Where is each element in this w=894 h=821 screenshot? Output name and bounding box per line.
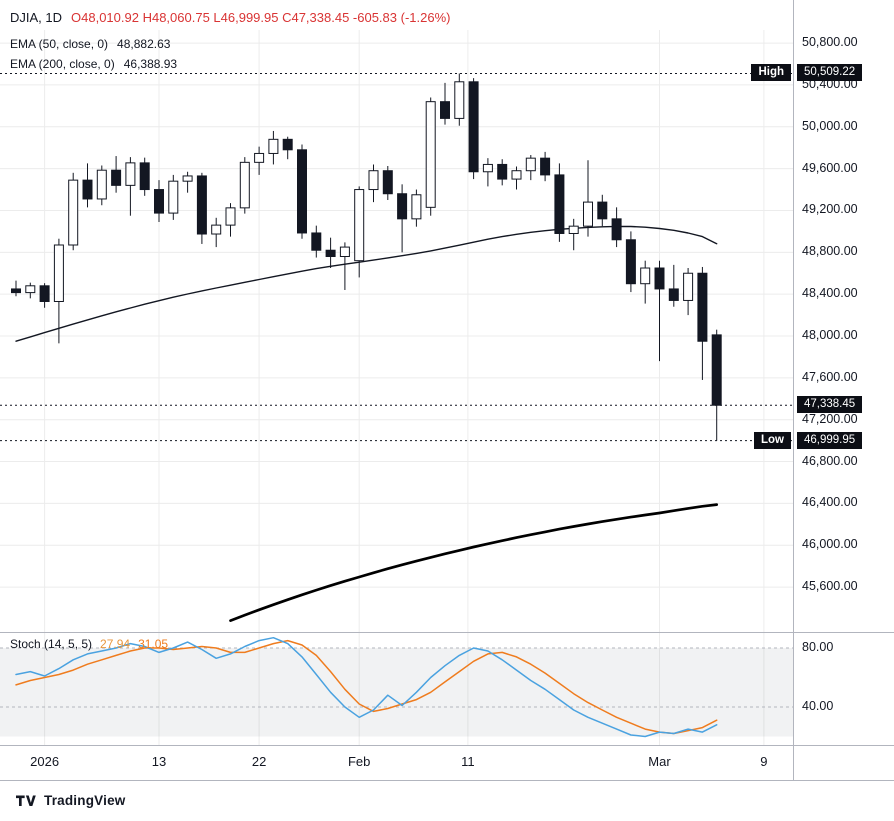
ema50-legend-row[interactable]: EMA (50, close, 0) 48,882.63 <box>10 37 170 51</box>
ema200-value: 46,388.93 <box>123 57 178 71</box>
ohlc-values: O48,010.92 H48,060.75 L46,999.95 C47,338… <box>71 10 451 25</box>
ema200-legend-row[interactable]: EMA (200, close, 0) 46,388.93 <box>10 57 177 71</box>
symbol-legend-row[interactable]: DJIA, 1D O48,010.92 H48,060.75 L46,999.95… <box>10 10 450 25</box>
ema50-line[interactable] <box>15 225 718 342</box>
tradingview-logo-icon <box>16 795 36 806</box>
stoch-label[interactable]: Stoch (14, 5, 5) <box>10 637 93 651</box>
candlestick-series[interactable] <box>11 73 722 441</box>
stoch-legend-row[interactable]: Stoch (14, 5, 5) 27.94 31.05 <box>10 637 176 651</box>
tradingview-logo-text: TradingView <box>44 793 126 808</box>
symbol-title[interactable]: DJIA, 1D <box>10 10 63 25</box>
stoch-pane[interactable] <box>0 647 793 737</box>
ema50-label[interactable]: EMA (50, close, 0) <box>10 37 109 51</box>
pane-separators[interactable] <box>0 0 894 781</box>
ema200-line[interactable] <box>229 503 719 622</box>
stoch-d-value: 31.05 <box>138 637 169 651</box>
stoch-d-line[interactable] <box>15 639 718 735</box>
ema200-label[interactable]: EMA (200, close, 0) <box>10 57 115 71</box>
ema50-value: 48,882.63 <box>117 37 171 51</box>
stoch-k-value: 27.94 <box>100 637 131 651</box>
stoch-k-line[interactable] <box>15 636 718 738</box>
tradingview-attribution[interactable]: TradingView <box>16 793 125 808</box>
gridlines <box>0 30 793 745</box>
